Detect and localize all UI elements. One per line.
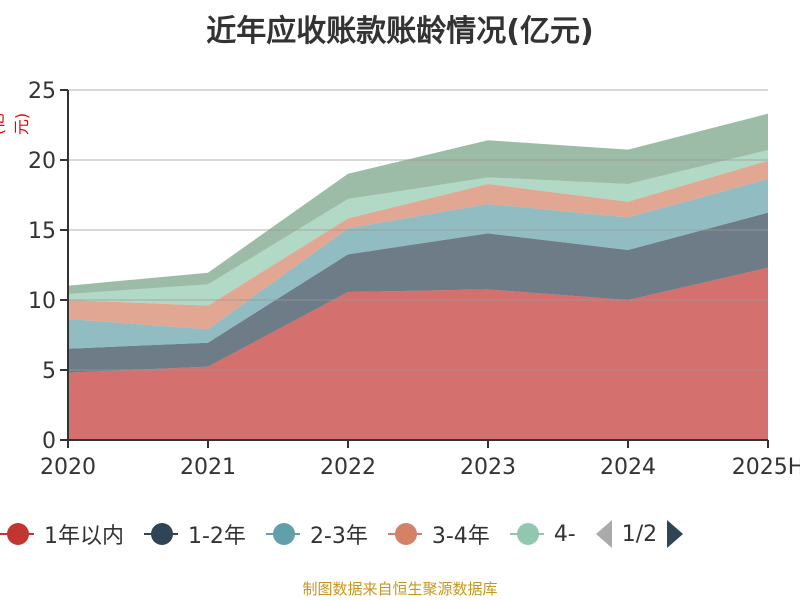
legend-marker-icon	[0, 522, 34, 546]
area-series-2	[68, 212, 768, 373]
legend-label: 2-3年	[309, 524, 368, 549]
chart-title: 近年应收账款账龄情况(亿元)	[206, 14, 594, 49]
x-tick-label: 2020	[40, 455, 96, 480]
legend-marker-icon	[387, 522, 422, 546]
next-page-icon[interactable]	[667, 520, 684, 548]
y-tick-label: 25	[28, 79, 56, 104]
legend-label: 1-2年	[188, 524, 246, 549]
legend-item[interactable]: 4-	[509, 521, 576, 547]
stacked-area-chart: 0 5 10 15 20 25 2020 2021 2022 2023 2024 2025H	[28, 79, 800, 480]
area-series-3	[68, 179, 768, 349]
area-series-5	[68, 150, 768, 306]
source-note: 制图数据来自恒生聚源数据库	[302, 580, 498, 598]
y-tick-label: 0	[42, 429, 56, 454]
y-tick-label: 5	[42, 359, 56, 384]
legend-item[interactable]: 3-4年	[387, 518, 490, 550]
x-tick-label: 2025H	[732, 455, 800, 480]
legend-marker-icon	[509, 522, 544, 546]
legend: 1年以内 1-2年 2-3年 3-4年 4- 1/2	[0, 518, 800, 550]
y-tick-label: 15	[28, 219, 56, 244]
legend-item[interactable]: 2-3年	[265, 518, 368, 550]
legend-marker-icon	[265, 522, 300, 546]
area-series-1	[68, 267, 768, 440]
x-tick-label: 2022	[320, 455, 376, 480]
area-series-4	[68, 160, 768, 330]
y-tick-label: 20	[28, 149, 56, 174]
legend-label: 1年以内	[44, 524, 124, 549]
legend-item[interactable]: 1年以内	[0, 518, 124, 550]
legend-item[interactable]: 1-2年	[144, 518, 246, 550]
legend-label: 4-	[553, 521, 576, 547]
legend-label: 3-4年	[431, 524, 490, 549]
legend-marker-icon	[144, 522, 178, 546]
legend-page-indicator: 1/2	[621, 521, 658, 547]
legend-pager: 1/2	[595, 520, 684, 548]
x-tick-label: 2023	[460, 455, 516, 480]
y-tick-label: 10	[28, 289, 56, 314]
prev-page-icon[interactable]	[595, 520, 612, 548]
x-tick-label: 2024	[600, 455, 656, 480]
x-tick-label: 2021	[180, 455, 236, 480]
area-series-6	[68, 113, 768, 294]
